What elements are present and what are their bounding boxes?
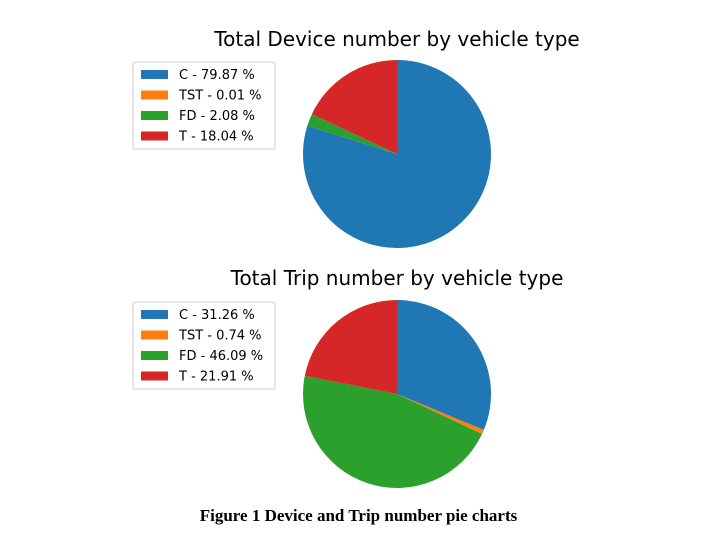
device-slice-t: [311, 60, 397, 154]
device-legend-label-fd: FD - 2.08 %: [179, 109, 255, 124]
trip-pie-chart: Total Trip number by vehicle type C - 31…: [132, 266, 564, 488]
device-legend-label-tst: TST - 0.01 %: [178, 89, 262, 104]
trip-slice-t: [304, 300, 397, 394]
device-legend: C - 79.87 % TST - 0.01 % FD - 2.08 % T - 18…: [132, 61, 276, 150]
device-legend-swatch-fd: [141, 111, 168, 120]
trip-legend-label-t: T - 21.91 %: [178, 370, 254, 385]
trip-legend-label-c: C - 31.26 %: [179, 308, 255, 323]
trip-legend-swatch-t: [141, 371, 168, 381]
trip-slice-tst: [397, 394, 484, 435]
trip-legend-swatch-fd: [141, 351, 168, 360]
trip-legend: C - 31.26 % TST - 0.74 % FD - 46.09 % T - 2…: [132, 301, 276, 390]
trip-chart-title: Total Trip number by vehicle type: [230, 266, 564, 290]
device-legend-swatch-t: [141, 131, 168, 141]
trip-legend-swatch-tst: [141, 330, 168, 340]
device-legend-frame: [132, 61, 276, 150]
device-legend-label-t: T - 18.04 %: [178, 130, 254, 145]
device-chart-title: Total Device number by vehicle type: [213, 27, 579, 51]
device-pie-chart: Total Device number by vehicle type C - …: [132, 27, 580, 248]
device-pie-slices: [303, 60, 492, 248]
device-legend-label-c: C - 79.87 %: [179, 68, 255, 83]
trip-slice-fd: [303, 375, 483, 488]
device-legend-swatch-tst: [141, 90, 168, 100]
trip-slice-c: [397, 300, 491, 431]
trip-legend-frame: [132, 301, 276, 390]
trip-legend-label-tst: TST - 0.74 %: [178, 329, 262, 344]
device-slice-tst: [307, 125, 397, 154]
trip-legend-swatch-c: [141, 310, 168, 319]
trip-pie-slices: [303, 300, 491, 488]
figure-caption: Figure 1 Device and Trip number pie char…: [199, 506, 518, 525]
device-slice-c: [303, 60, 492, 248]
trip-legend-label-fd: FD - 46.09 %: [179, 349, 263, 364]
device-legend-swatch-c: [141, 70, 168, 79]
device-slice-fd: [307, 114, 397, 154]
